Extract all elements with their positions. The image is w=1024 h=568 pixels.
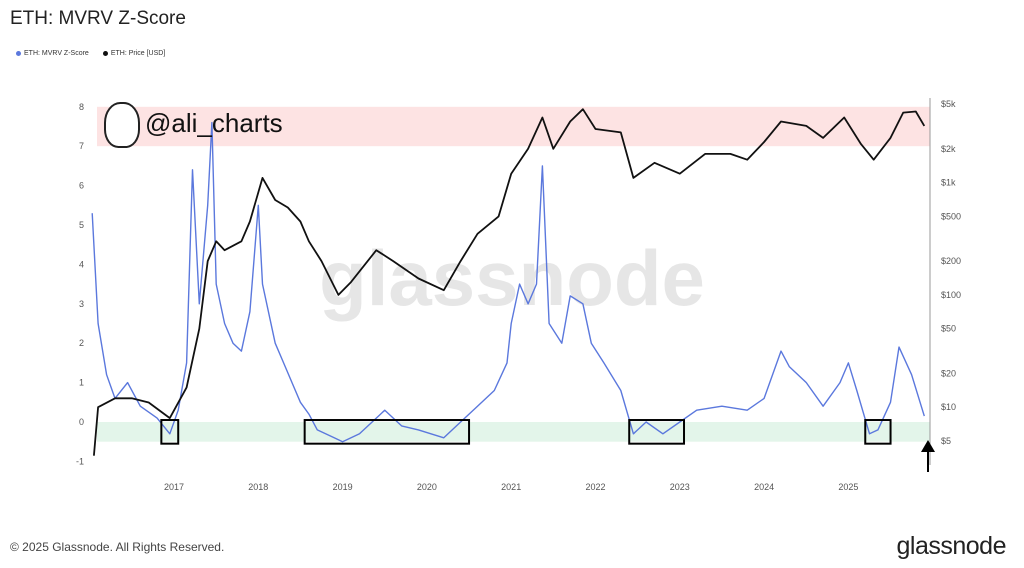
chart-title: ETH: MVRV Z-Score <box>10 8 186 29</box>
highlight-box <box>303 419 471 445</box>
y-left-tick: 7 <box>79 141 84 151</box>
x-tick: 2019 <box>333 482 353 492</box>
avatar-icon <box>104 102 140 148</box>
x-tick: 2025 <box>838 482 858 492</box>
y-right-tick: $5 <box>941 436 951 446</box>
zscore-line <box>91 121 925 443</box>
y-left-tick: -1 <box>76 456 84 466</box>
brand-logo: glassnode <box>896 532 1007 560</box>
x-tick: 2022 <box>585 482 605 492</box>
x-tick: 2018 <box>248 482 268 492</box>
y-left-tick: 5 <box>79 220 84 230</box>
copyright: © 2025 Glassnode. All Rights Reserved. <box>10 540 225 554</box>
legend: ETH: MVRV Z-Score ETH: Price [USD] <box>16 50 165 57</box>
y-right-tick: $50 <box>941 324 956 334</box>
highlight-box <box>628 419 686 445</box>
y-left-tick: 3 <box>79 299 84 309</box>
legend-zscore-label: ETH: MVRV Z-Score <box>24 50 89 57</box>
y-right-tick: $5k <box>941 99 956 109</box>
y-right-tick: $500 <box>941 211 961 221</box>
y-right-tick: $10 <box>941 402 956 412</box>
y-left-tick: 0 <box>79 417 84 427</box>
highlight-box <box>864 419 892 445</box>
x-tick: 2020 <box>417 482 437 492</box>
legend-price[interactable]: ETH: Price [USD] <box>102 50 166 57</box>
watermark: glassnode <box>319 234 705 322</box>
legend-price-label: ETH: Price [USD] <box>110 50 166 57</box>
y-right-tick: $100 <box>941 290 961 300</box>
highlight-box <box>160 419 180 445</box>
author-handle: @ali_charts <box>145 108 283 138</box>
y-left-tick: 2 <box>79 338 84 348</box>
arrow-up-icon <box>921 440 935 452</box>
y-right-tick: $1k <box>941 178 956 188</box>
legend-zscore[interactable]: ETH: MVRV Z-Score <box>16 50 89 57</box>
y-right-tick: $200 <box>941 256 961 266</box>
y-left-tick: 4 <box>79 259 84 269</box>
x-tick: 2024 <box>754 482 774 492</box>
price-line <box>93 108 926 456</box>
y-left-tick: 1 <box>79 378 84 388</box>
y-right-tick: $20 <box>941 368 956 378</box>
red-band <box>97 106 930 147</box>
green-band <box>97 422 930 442</box>
x-tick: 2023 <box>670 482 690 492</box>
y-left-tick: 6 <box>79 181 84 191</box>
y-left-tick: 8 <box>79 102 84 112</box>
x-tick: 2021 <box>501 482 521 492</box>
y-right-tick: $2k <box>941 144 956 154</box>
x-tick: 2017 <box>164 482 184 492</box>
